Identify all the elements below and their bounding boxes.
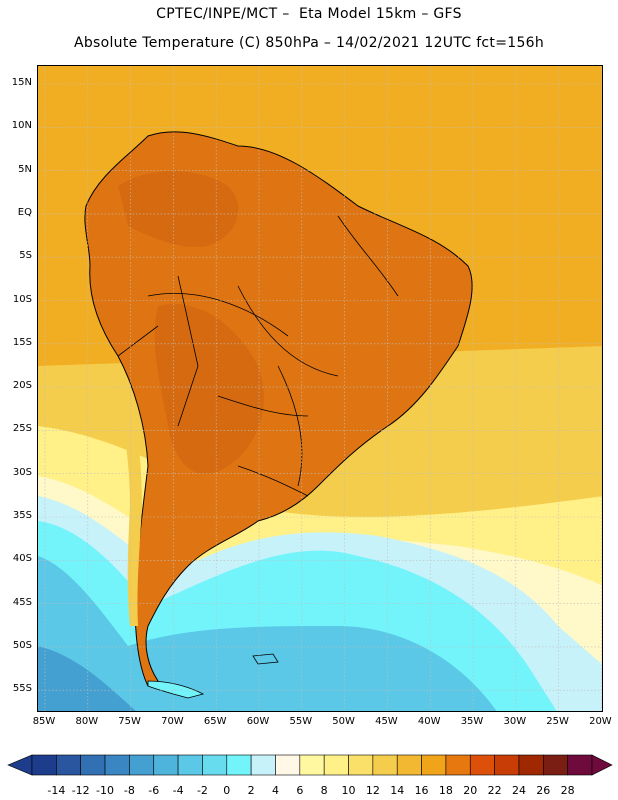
lon-tick-label: 25W [546,716,569,727]
lon-tick-label: 50W [332,716,355,727]
colorbar-swatch [494,754,520,776]
temperature-map[interactable] [38,66,603,712]
colorbar-tick-label: 22 [487,784,502,797]
lon-tick-label: 85W [32,716,56,727]
colorbar-swatch [469,754,495,776]
country-borders [117,215,399,497]
tierra-del-fuego [147,680,205,699]
title-line-1: CPTEC/INPE/MCT – Eta Model 15km – GFS [156,6,462,22]
colorbar-swatch [104,754,130,776]
colorbar-tick-label: -12 [71,784,90,797]
colorbar-swatch [177,754,203,776]
colorbar-tick-label: -4 [172,784,184,797]
lon-tick-label: 65W [203,716,227,727]
colorbar-tick-label: 16 [414,784,429,797]
lat-tick-label: 25S [12,423,32,435]
lat-tick-label: 5S [19,250,32,262]
lat-tick-label: 55S [12,683,32,695]
colorbar-swatch [543,754,568,776]
colorbar-swatch [250,754,276,776]
colorbar-swatch [56,754,81,776]
colorbar-tick-label: 26 [536,784,551,797]
continent-core-north [118,171,239,247]
andes-cool [118,396,142,626]
colorbar-swatch [153,754,179,776]
lat-tick-label: 20S [12,380,32,392]
colorbar-tick-label: -2 [196,784,208,797]
colorbar-tick-label: -14 [47,784,66,797]
colorbar-swatch [323,754,349,776]
colorbar-tick-label: 0 [223,784,231,797]
colorbar-swatch [275,754,301,776]
colorbar-under-arrow [7,754,33,776]
continent-core [154,304,264,475]
continent-south-america [84,131,473,687]
colorbar-tick-label: 6 [296,784,304,797]
map-frame[interactable] [37,65,603,712]
colorbar-tick-label: 12 [365,784,380,797]
lat-tick-label: 45S [12,596,32,608]
colorbar-swatch [226,754,252,776]
lat-tick-label: 5N [18,163,32,175]
lon-tick-label: 80W [75,716,99,727]
colorbar-swatch [372,754,398,776]
lon-tick-label: 35W [460,716,484,727]
field-coldest [38,646,136,711]
lon-tick-label: 60W [246,716,270,727]
colorbar-tick-label: -8 [123,784,135,797]
colorbar-tick-label: -6 [148,784,160,797]
falkland-islands [252,653,279,665]
lat-tick-label: 50S [12,639,32,651]
lat-tick-label: 10S [12,293,32,305]
colorbar-swatch [421,754,447,776]
colorbar-tick-label: 18 [438,784,453,797]
colorbar-tick-label: 20 [463,784,478,797]
colorbar-swatch [348,754,374,776]
lat-tick-label: EQ [17,206,32,218]
colorbar-swatch [202,754,228,776]
colorbar-tick-label: 24 [511,784,526,797]
lat-tick-label: 10N [11,120,32,132]
lat-tick-label: 35S [12,510,32,521]
lon-tick-label: 55W [289,716,313,727]
colorbar-swatch [396,754,422,776]
lat-tick-label: 40S [12,553,32,565]
colorbar-tick-label: 2 [247,784,255,797]
colorbar-tick-label: 10 [341,784,356,797]
colorbar-swatch [129,754,155,776]
lon-tick-label: 20W [589,716,612,727]
colorbar-swatch [567,754,593,776]
lat-tick-label: 30S [12,466,32,478]
colorbar-swatch [518,754,544,776]
lat-tick-label: 15N [11,77,32,88]
colorbar-tick-label: 4 [271,784,279,797]
lon-tick-label: 70W [161,716,184,727]
lat-tick-label: 15S [12,336,32,348]
colorbar-tick-label: 8 [320,784,328,797]
colorbar-tick-label: -10 [96,784,115,797]
lon-tick-label: 40W [417,716,441,727]
colorbar-tick-label: 14 [390,784,405,797]
colorbar-swatch [31,754,57,776]
lon-tick-label: 75W [118,716,141,727]
colorbar-over-arrow [591,754,613,776]
graticule [38,66,602,711]
colorbar [7,754,613,776]
lon-tick-label: 30W [503,716,527,727]
lon-tick-label: 45W [375,716,398,727]
colorbar-swatch [80,754,106,776]
colorbar-swatch [299,754,325,776]
colorbar-tick-label: 28 [560,784,575,797]
title-line-2: Absolute Temperature (C) 850hPa – 14/02/… [73,35,545,51]
colorbar-swatch [445,754,471,776]
